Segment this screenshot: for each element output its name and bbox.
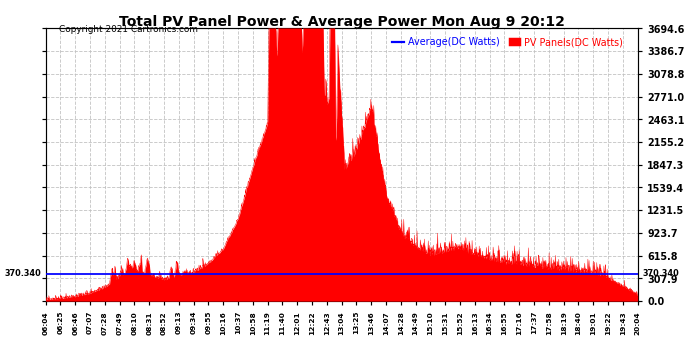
Text: 370.340: 370.340 (642, 270, 679, 278)
Text: Copyright 2021 Cartronics.com: Copyright 2021 Cartronics.com (59, 25, 198, 34)
Title: Total PV Panel Power & Average Power Mon Aug 9 20:12: Total PV Panel Power & Average Power Mon… (119, 15, 564, 28)
Legend: Average(DC Watts), PV Panels(DC Watts): Average(DC Watts), PV Panels(DC Watts) (389, 33, 627, 51)
Text: 370.340: 370.340 (4, 270, 41, 278)
